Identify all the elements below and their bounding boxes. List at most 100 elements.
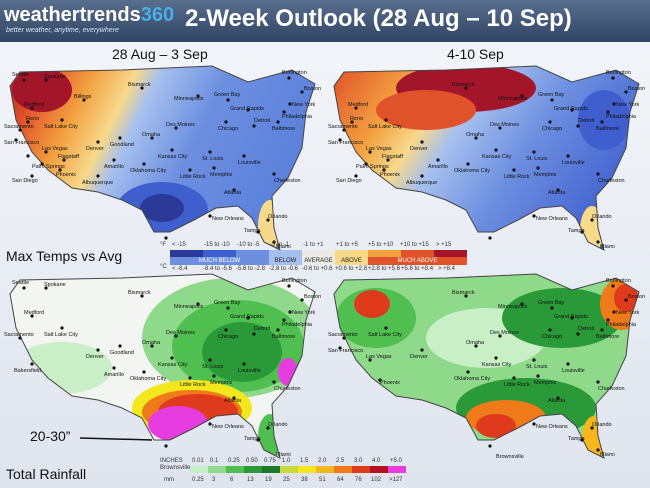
legend-swatch (334, 466, 352, 473)
city-label: Las Vegas (42, 146, 68, 152)
city-label: Little Rock (504, 382, 530, 388)
rainfall-legend: INCHES Brownsville mm 0.01 0.1 0.25 0.50… (160, 458, 480, 488)
city-label: Goodland (110, 350, 134, 356)
legend-swatch (302, 250, 335, 257)
period-label-week1: 28 Aug – 3 Sep (112, 46, 208, 62)
legend-band-much-above: MUCH ABOVE (368, 257, 467, 265)
city-label: Orlando (592, 422, 612, 428)
city-label: New York (616, 102, 639, 108)
legend-inch-label: 2.0 (318, 458, 327, 464)
city-label: Detroit (578, 326, 595, 332)
legend-f-label: -1 to +1 (303, 242, 324, 248)
city-label: Little Rock (180, 174, 206, 180)
city-label: Salt Lake City (44, 124, 78, 130)
city-label: Chicago (218, 126, 238, 132)
city-label: Baltimore (596, 126, 619, 132)
city-label: Atlanta (548, 398, 566, 404)
city-label: Las Vegas (366, 354, 392, 360)
city-label: Phoenix (56, 172, 76, 178)
city-label: Denver (86, 354, 104, 360)
legend-inch-label: 1.0 (282, 458, 291, 464)
city-label: Salt Lake City (368, 124, 402, 130)
city-label: Sacramento (4, 332, 34, 338)
legend-mm-label: 38 (301, 477, 308, 483)
legend-swatch (368, 250, 401, 257)
city-label: Chicago (542, 334, 562, 340)
city-label: Kansas City (482, 154, 512, 160)
legend-mm-label: 19 (265, 477, 272, 483)
city-label: Omaha (142, 132, 161, 138)
legend-f-label: +10 to +15 (400, 242, 429, 248)
legend-f-label: +1 to +5 (336, 242, 359, 248)
city-label: St. Louis (202, 364, 224, 370)
legend-mm-label: 13 (247, 477, 254, 483)
city-label: Louisville (562, 368, 585, 374)
city-label: Bakersfield (14, 368, 41, 374)
city-label: Burlington (282, 70, 307, 76)
city-label: San Francisco (328, 348, 363, 354)
legend-mm-label: >127 (389, 477, 403, 483)
city-label: Green Bay (214, 300, 241, 306)
legend-swatch (190, 466, 208, 473)
brand-tagline: better weather, anytime, everywhere (6, 27, 119, 34)
city-label: Tampa (244, 436, 261, 442)
city-label: San Diego (336, 178, 362, 184)
brand-main: weathertrends (4, 4, 141, 26)
rain-map-week1: Burlington Boston New York Philadelphia … (2, 268, 324, 464)
city-label: Burlington (606, 70, 631, 76)
legend-swatch (262, 466, 280, 473)
city-label: Billings (74, 94, 92, 100)
legend-swatch (335, 250, 368, 257)
legend-inch-label: 0.01 (192, 458, 204, 464)
legend-band-below: BELOW (269, 257, 302, 265)
legend-mm-label: 6 (230, 477, 234, 483)
legend-swatch (298, 466, 316, 473)
legend-c-unit: °C (160, 264, 167, 270)
temperature-legend: °F °C < -15 -15 to -10 -10 to -5 -5 to -… (160, 242, 480, 276)
city-label: Amarillo (104, 372, 124, 378)
legend-f-label: -15 to -10 (204, 242, 230, 248)
legend-f-unit: °F (160, 242, 167, 248)
city-label: Flagstaff (382, 154, 403, 160)
legend-band-above: ABOVE (335, 257, 368, 265)
city-label: Louisville (562, 160, 585, 166)
city-label: Seattle (12, 72, 29, 78)
legend-swatch (203, 250, 236, 257)
city-label: Baltimore (272, 334, 295, 340)
legend-inch-label: +5.0 (390, 458, 402, 464)
city-label: Omaha (142, 340, 161, 346)
legend-mm-label: 76 (355, 477, 362, 483)
legend-f-label: -10 to -5 (237, 242, 260, 248)
legend-ref-city: Brownsville (160, 465, 191, 471)
city-label: Palm Springs (32, 164, 65, 170)
brand-name: weathertrends360 (4, 4, 174, 27)
brand-number: 360 (140, 4, 175, 26)
legend-inch-label: 0.50 (246, 458, 258, 464)
city-label: Miami (276, 244, 291, 250)
city-label: Green Bay (538, 300, 565, 306)
city-label: Denver (86, 146, 104, 152)
city-label: Medford (24, 310, 44, 316)
city-label: Baltimore (596, 334, 619, 340)
legend-swatch (280, 466, 298, 473)
city-label: Medford (24, 102, 44, 108)
city-label: Oklahoma City (454, 376, 490, 382)
city-label: Oklahoma City (130, 168, 166, 174)
city-label: Tampa (244, 228, 261, 234)
city-label: Boston (628, 86, 645, 92)
legend-swatch (388, 466, 406, 473)
city-label: Kansas City (482, 362, 512, 368)
city-label: Salt Lake City (368, 332, 402, 338)
city-label: Grand Rapids (230, 314, 264, 320)
city-label: Orlando (268, 214, 288, 220)
city-label: St. Louis (202, 156, 224, 162)
city-label: Little Rock (180, 382, 206, 388)
city-label: Burlington (606, 278, 631, 284)
legend-mm-label: 3 (212, 477, 216, 483)
city-label: Minneapolis (498, 304, 528, 310)
legend-mm-unit: mm (164, 477, 174, 483)
city-label: Phoenix (380, 172, 400, 178)
legend-mm-label: 0.25 (192, 477, 204, 483)
city-label: Atlanta (548, 190, 566, 196)
city-label: Salt Lake City (44, 332, 78, 338)
